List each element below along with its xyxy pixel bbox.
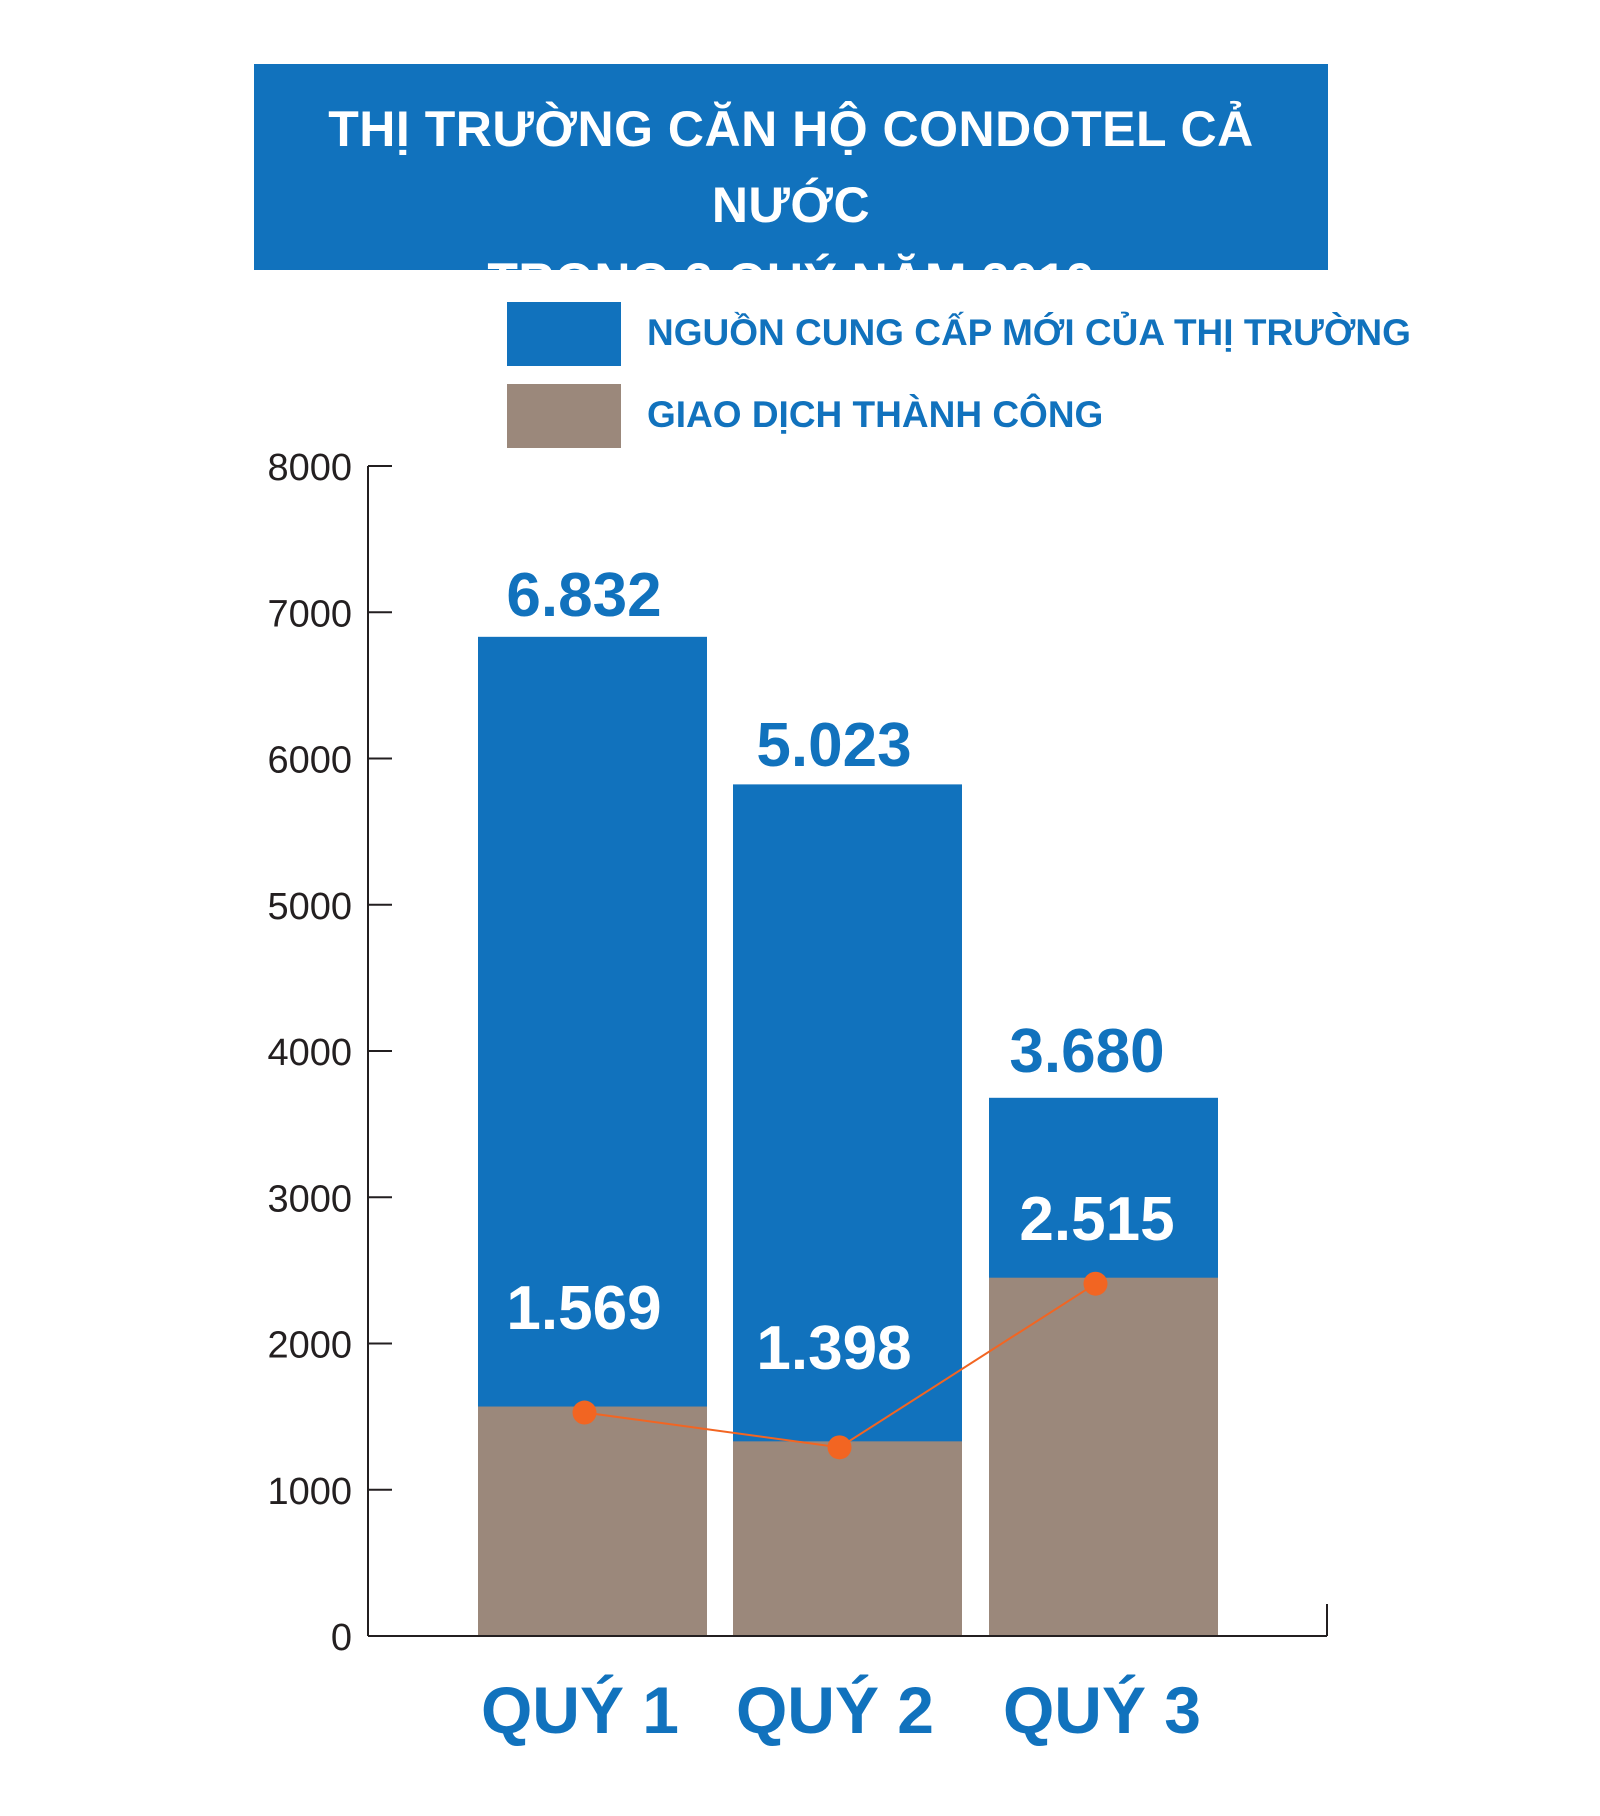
y-tick-label-6000: 6000 — [267, 740, 352, 782]
legend-swatch-transactions — [507, 384, 621, 448]
trend-point-2 — [827, 1435, 852, 1460]
supply-value-label-1: 6.832 — [506, 561, 661, 630]
y-tick-label-2000: 2000 — [267, 1325, 352, 1367]
y-tick-label-7000: 7000 — [267, 593, 352, 635]
y-tick-label-1000: 1000 — [267, 1471, 352, 1513]
transactions-value-label-2: 1.398 — [756, 1314, 911, 1383]
trend-point-3 — [1083, 1271, 1108, 1296]
chart-title-banner: THỊ TRƯỜNG CĂN HỘ CONDOTEL CẢ NƯỚC TRONG… — [254, 64, 1328, 309]
category-label-3: QUÝ 3 — [1003, 1673, 1201, 1747]
legend-swatch-supply — [507, 302, 621, 366]
category-label-1: QUÝ 1 — [481, 1673, 679, 1747]
trend-point-1 — [572, 1400, 597, 1425]
legend-label-transactions: GIAO DỊCH THÀNH CÔNG — [647, 394, 1104, 435]
transactions-value-label-3: 2.515 — [1019, 1185, 1174, 1254]
bar-transactions-1 — [478, 1406, 707, 1636]
bar-transactions-2 — [733, 1441, 962, 1636]
legend-label-supply: NGUỒN CUNG CẤP MỚI CỦA THỊ TRƯỜNG — [647, 312, 1411, 353]
supply-value-label-2: 5.023 — [756, 711, 911, 780]
y-tick-label-4000: 4000 — [267, 1032, 352, 1074]
y-tick-label-3000: 3000 — [267, 1178, 352, 1220]
transactions-value-label-1: 1.569 — [506, 1274, 661, 1343]
chart-title-line-2: TRONG 3 QUÝ NĂM 2019 — [487, 253, 1095, 309]
y-tick-label-5000: 5000 — [267, 886, 352, 928]
bar-transactions-3 — [989, 1277, 1218, 1636]
category-label-2: QUÝ 2 — [736, 1673, 934, 1747]
chart-title-line-1: THỊ TRƯỜNG CĂN HỘ CONDOTEL CẢ NƯỚC — [328, 101, 1254, 233]
y-tick-label-0: 0 — [331, 1617, 352, 1659]
supply-value-label-3: 3.680 — [1009, 1017, 1164, 1086]
y-tick-label-8000: 8000 — [267, 447, 352, 489]
